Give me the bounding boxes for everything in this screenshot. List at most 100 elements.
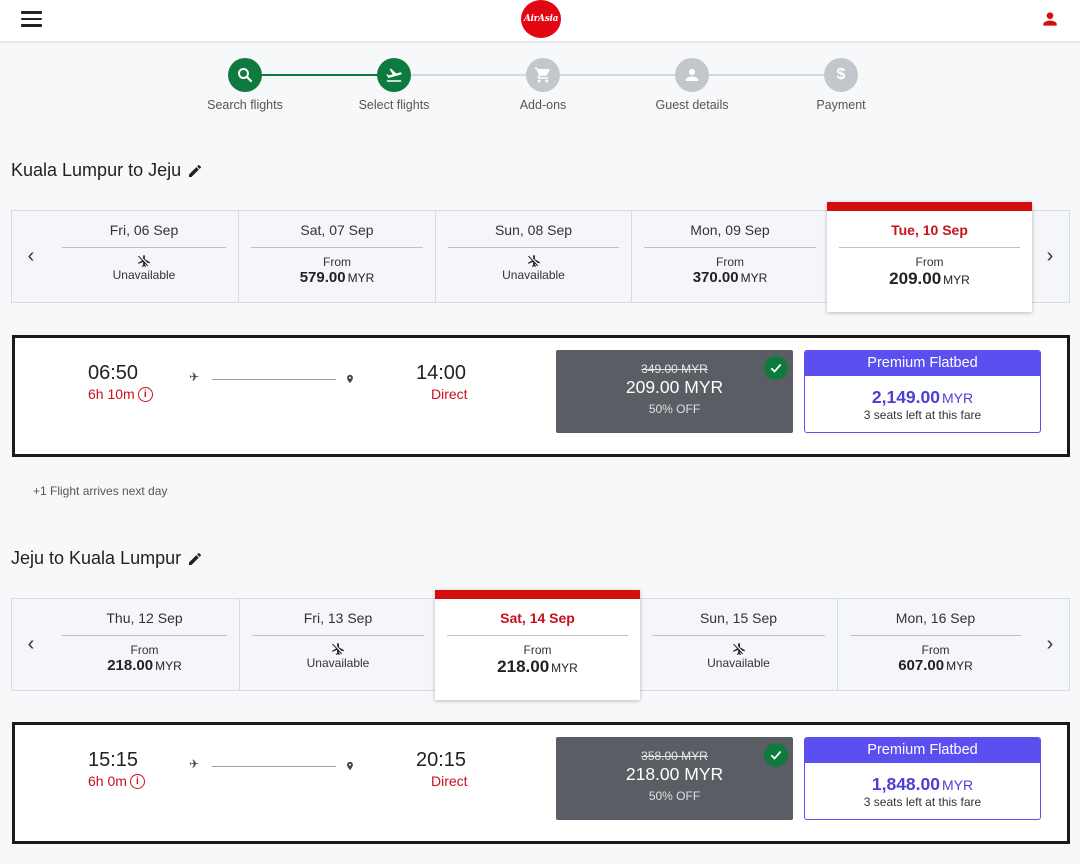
currency: MYR (347, 271, 375, 285)
top-bar: AirAsia (0, 0, 1080, 42)
check-icon (764, 356, 788, 380)
step-label: Select flights (358, 98, 430, 112)
fare-price: 218.00 MYR (625, 764, 724, 784)
date-cell[interactable]: Fri, 13 Sep Unavailable (239, 599, 436, 690)
flight-unavailable-icon (50, 254, 238, 268)
price-value: 607.00 (898, 657, 945, 674)
arrive-time: 20:15 (416, 749, 467, 771)
airasia-logo[interactable]: AirAsia (521, 0, 561, 38)
dollar-icon: $ (824, 58, 858, 92)
premium-title: Premium Flatbed (805, 351, 1040, 376)
economy-fare-selected[interactable]: 358.00 MYR 218.00 MYR 50% OFF (556, 737, 793, 820)
date-price: 607.00 MYR (838, 657, 1033, 674)
divider (644, 247, 816, 248)
step-label: Guest details (655, 98, 729, 112)
arrive-time: 14:00 (416, 362, 467, 384)
chevron-right-icon[interactable]: › (1046, 245, 1054, 267)
step-payment[interactable]: $ Payment (781, 58, 901, 112)
date-label: Sat, 07 Sep (300, 222, 374, 238)
person-icon[interactable] (1040, 9, 1060, 29)
date-cell[interactable]: Mon, 16 Sep From 607.00 MYR (837, 599, 1033, 690)
plane-icon: ✈ (189, 370, 200, 384)
cart-icon (526, 58, 560, 92)
duration-text: 6h 0m (88, 773, 127, 789)
date-cell[interactable]: Mon, 09 Sep From 370.00 MYR (631, 211, 828, 302)
date-cell[interactable]: Sun, 08 Sep Unavailable (435, 211, 631, 302)
check-icon (764, 743, 788, 767)
price-value: 1,848.00 (871, 774, 940, 794)
divider (850, 635, 1021, 636)
discount-text: 50% OFF (648, 789, 701, 803)
location-pin-icon (347, 761, 353, 771)
next-day-note: +1 Flight arrives next day (33, 484, 168, 498)
return-flight-card[interactable]: 15:15 6h 0m i ✈ 20:15 Direct 358.00 MYR … (12, 722, 1070, 844)
step-connector (709, 74, 825, 76)
hamburger-icon[interactable] (21, 11, 42, 27)
fare-price: 209.00 MYR (625, 377, 724, 397)
from-label: From (716, 255, 744, 269)
route-line (212, 766, 336, 767)
step-connector (262, 74, 320, 76)
date-cell[interactable]: Sat, 07 Sep From 579.00 MYR (238, 211, 435, 302)
flight-unavailable-icon (240, 642, 436, 656)
divider (839, 247, 1020, 248)
premium-title: Premium Flatbed (805, 738, 1040, 763)
flight-unavailable-icon (436, 254, 631, 268)
chevron-left-icon[interactable]: ‹ (27, 633, 35, 655)
edit-pencil-icon[interactable] (187, 163, 203, 179)
price-value: 209.00 (889, 269, 942, 288)
outbound-flight-card[interactable]: 06:50 6h 10m i ✈ 14:00 Direct 349.00 MYR… (12, 335, 1070, 457)
date-price: 218.00 MYR (435, 657, 640, 677)
price-value: 370.00 (692, 269, 739, 286)
date-label: Fri, 06 Sep (109, 222, 179, 238)
currency: MYR (946, 659, 973, 673)
seats-left: 3 seats left at this fare (863, 408, 982, 422)
return-route-title: Jeju to Kuala Lumpur (11, 548, 203, 569)
date-cell-selected[interactable]: Sat, 14 Sep From 218.00 MYR (435, 590, 640, 700)
divider (62, 635, 227, 636)
unavailable-text: Unavailable (306, 656, 370, 670)
from-label: From (523, 643, 552, 657)
currency: MYR (942, 390, 974, 406)
edit-pencil-icon[interactable] (187, 551, 203, 567)
step-connector (320, 74, 378, 76)
currency: MYR (942, 777, 974, 793)
currency: MYR (155, 659, 182, 673)
chevron-left-icon[interactable]: ‹ (27, 245, 35, 267)
info-icon[interactable]: i (129, 773, 145, 789)
step-connector (560, 74, 676, 76)
route-title-text: Kuala Lumpur to Jeju (11, 160, 182, 180)
economy-fare-selected[interactable]: 349.00 MYR 209.00 MYR 50% OFF (556, 350, 793, 433)
booking-stepper: Search flights Select flights Add-ons Gu… (0, 58, 1080, 118)
unavailable-text: Unavailable (112, 268, 176, 282)
step-select-flights[interactable]: Select flights (334, 58, 454, 112)
date-cell[interactable]: Sun, 15 Sep Unavailable (640, 599, 837, 690)
return-date-strip: ‹ Thu, 12 Sep From 218.00 MYR Fri, 13 Sep… (11, 590, 1070, 700)
depart-time: 06:50 (88, 362, 139, 384)
price-value: 218.00 (497, 657, 550, 676)
from-label: From (921, 643, 950, 657)
date-label: Mon, 09 Sep (690, 222, 770, 238)
price-value: 579.00 (299, 269, 346, 286)
step-guest-details[interactable]: Guest details (632, 58, 752, 112)
premium-flatbed-fare[interactable]: Premium Flatbed 2,149.00 MYR 3 seats left… (804, 350, 1041, 433)
divider (652, 635, 825, 636)
date-cell[interactable]: Thu, 12 Sep From 218.00 MYR (50, 599, 239, 690)
selected-indicator (435, 590, 640, 599)
flight-duration: 6h 10m i (88, 386, 153, 402)
date-cell[interactable]: Fri, 06 Sep Unavailable (50, 211, 238, 302)
route-title-text: Jeju to Kuala Lumpur (11, 548, 182, 568)
chevron-right-icon[interactable]: › (1046, 633, 1054, 655)
unavailable-text: Unavailable (707, 656, 770, 670)
route-line (212, 379, 336, 380)
date-cell-selected[interactable]: Tue, 10 Sep From 209.00 MYR (827, 202, 1032, 312)
selected-indicator (827, 202, 1032, 211)
step-search-flights[interactable]: Search flights (185, 58, 305, 112)
date-label: Thu, 12 Sep (106, 610, 183, 626)
step-add-ons[interactable]: Add-ons (483, 58, 603, 112)
info-icon[interactable]: i (137, 386, 153, 402)
date-price: 579.00 MYR (239, 269, 435, 286)
price-value: 2,149.00 (871, 387, 940, 407)
premium-flatbed-fare[interactable]: Premium Flatbed 1,848.00 MYR 3 seats left… (804, 737, 1041, 820)
flight-duration: 6h 0m i (88, 773, 145, 789)
